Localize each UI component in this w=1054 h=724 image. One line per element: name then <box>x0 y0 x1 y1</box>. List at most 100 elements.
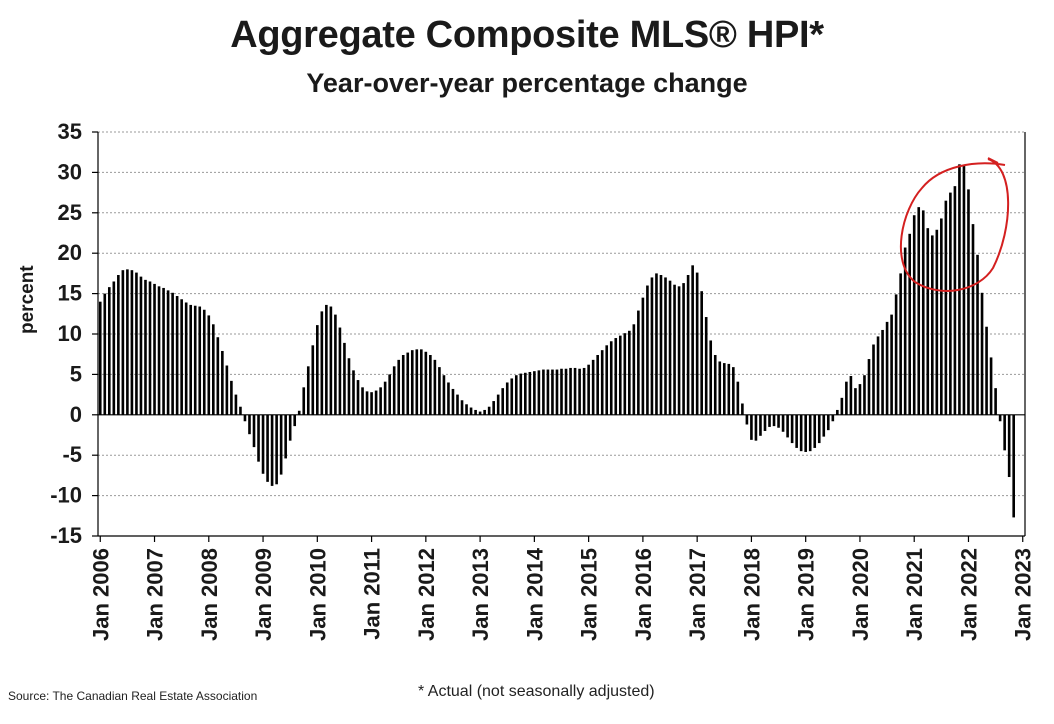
bar <box>605 345 609 415</box>
bar <box>786 414 789 438</box>
bar <box>193 305 197 415</box>
bar <box>637 310 640 415</box>
y-tick-label: -10 <box>50 483 82 508</box>
bar <box>953 186 957 415</box>
bar <box>967 189 970 415</box>
bar <box>772 414 776 427</box>
bar <box>153 283 156 415</box>
bar <box>356 380 360 415</box>
bar <box>600 350 604 415</box>
axes <box>92 131 1026 542</box>
bar <box>899 273 902 415</box>
bar <box>632 324 636 415</box>
bar <box>429 355 432 415</box>
bar <box>985 326 988 415</box>
y-tick-label: -5 <box>62 442 82 467</box>
bar <box>854 388 857 415</box>
bar <box>998 414 1002 422</box>
bar <box>320 311 324 415</box>
bar <box>926 228 930 415</box>
bar <box>316 325 319 415</box>
bar <box>763 414 767 431</box>
bar <box>759 414 762 436</box>
bar <box>139 276 143 415</box>
bar <box>704 317 708 415</box>
bar <box>148 281 152 415</box>
bar <box>650 277 654 415</box>
bar <box>881 329 884 415</box>
x-tick-label: Jan 2020 <box>848 548 873 641</box>
bar <box>618 335 622 415</box>
bar <box>813 414 817 448</box>
bar <box>555 369 559 415</box>
bar <box>406 352 410 415</box>
bar <box>374 390 378 415</box>
bar <box>903 247 907 415</box>
bar <box>949 192 952 415</box>
bar <box>695 272 699 415</box>
bar <box>270 414 274 486</box>
bar <box>573 367 577 415</box>
bar <box>989 357 993 415</box>
bar <box>890 314 893 415</box>
bar <box>668 280 672 415</box>
bar <box>736 381 740 415</box>
bar <box>252 414 256 448</box>
bar <box>388 374 391 415</box>
bar <box>175 296 179 415</box>
bar <box>646 285 649 415</box>
bar <box>121 270 125 415</box>
bar <box>126 269 129 415</box>
bar <box>171 292 174 415</box>
bar <box>551 369 554 415</box>
bar <box>492 401 495 415</box>
bar <box>397 359 401 415</box>
bar <box>537 370 541 415</box>
bar <box>496 394 500 415</box>
bar <box>578 368 581 415</box>
bar <box>849 376 853 415</box>
bar <box>451 388 455 415</box>
chart-subtitle: Year-over-year percentage change <box>306 68 748 98</box>
bar <box>239 406 242 415</box>
bar <box>885 321 889 415</box>
bar <box>361 387 364 415</box>
y-tick-label: 30 <box>58 159 82 184</box>
bar <box>912 215 916 415</box>
bar <box>410 350 414 415</box>
bar <box>826 414 830 431</box>
bar <box>817 414 821 444</box>
bar <box>546 369 550 415</box>
bar <box>564 368 568 415</box>
bar <box>808 414 812 452</box>
bar <box>659 275 663 415</box>
bar <box>980 292 984 415</box>
source-note: Source: The Canadian Real Estate Associa… <box>8 689 258 703</box>
bar <box>795 414 798 448</box>
bar <box>836 409 839 415</box>
bar <box>614 338 618 415</box>
bar <box>542 369 545 415</box>
bar <box>700 291 703 415</box>
bar <box>501 388 505 415</box>
bar <box>908 233 911 415</box>
bar <box>474 409 477 415</box>
bar <box>383 381 387 415</box>
highlight-annotation-circle <box>900 157 1010 292</box>
bar <box>157 286 161 415</box>
bar <box>569 367 572 415</box>
bar <box>198 306 202 415</box>
x-tick-label: Jan 2016 <box>631 548 656 641</box>
x-tick-label: Jan 2006 <box>88 548 113 641</box>
bar <box>790 414 794 444</box>
bar <box>741 403 744 415</box>
bar <box>279 414 283 475</box>
bar <box>207 315 211 415</box>
bar <box>465 404 468 415</box>
bar <box>248 414 251 435</box>
bar <box>664 277 667 415</box>
bar <box>524 372 527 415</box>
bar <box>1003 414 1006 451</box>
y-tick-label: 25 <box>58 200 82 225</box>
